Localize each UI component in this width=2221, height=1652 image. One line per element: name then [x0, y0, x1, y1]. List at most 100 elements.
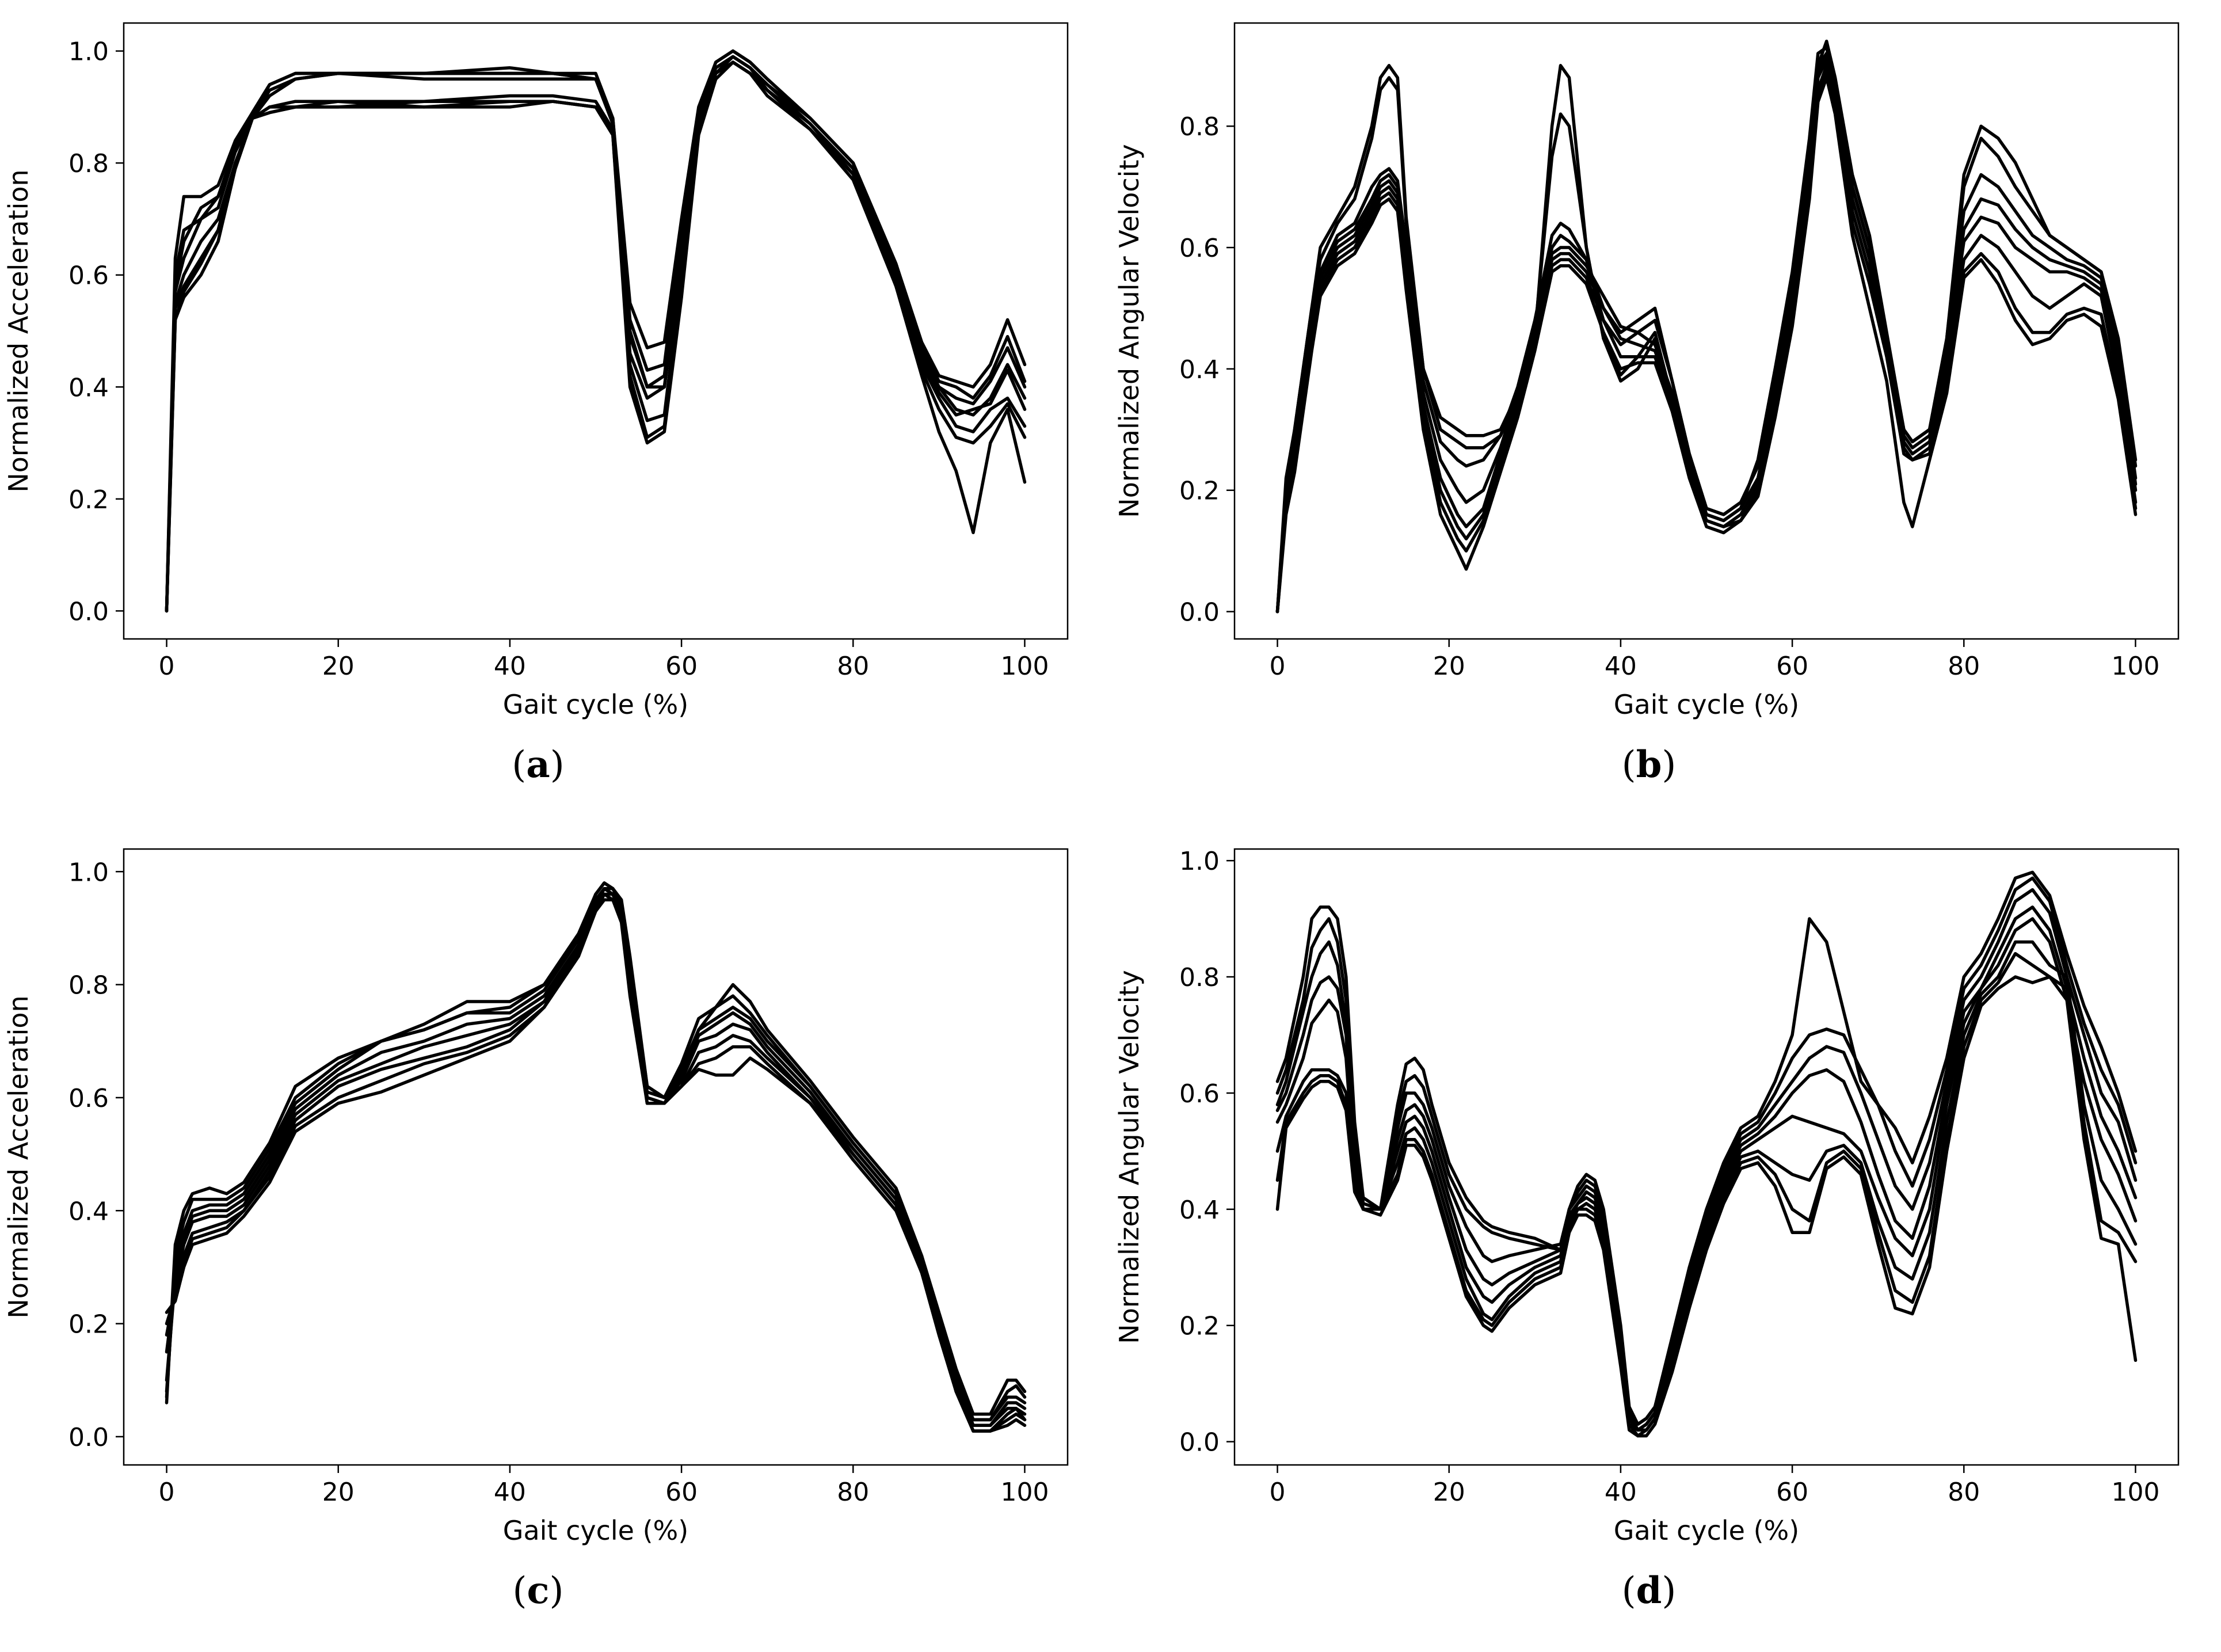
series-line-7 [1275, 951, 2138, 1438]
series-line-4 [165, 886, 1027, 1428]
y-axis-label: Normalized Acceleration [3, 995, 34, 1318]
panel-d: 0 20 40 60 80 100 0.0 0.2 0.4 0.6 0.8 1.0 Gait cycle… [1111, 826, 2221, 1652]
x-axis-label: Gait cycle (%) [1614, 689, 1799, 720]
panel-label-letter: c [527, 1569, 550, 1612]
chart-a: 0 20 40 60 80 100 0.0 0.2 0.4 0.6 0.8 1.0 Gait cycle… [3, 22, 1069, 786]
series-group [1275, 870, 2138, 1438]
panel-label-letter: b [1636, 743, 1662, 786]
series-line-4 [1275, 51, 2138, 614]
x-tick-label: 0 [159, 652, 175, 681]
axes-frame [123, 848, 1069, 1466]
y-tick-label: 0.2 [1179, 1312, 1220, 1341]
series-line-8 [165, 60, 1027, 613]
y-tick-label: 0.4 [68, 373, 109, 402]
x-axis-label: Gait cycle (%) [1614, 1515, 1799, 1546]
y-tick-label: 0.6 [68, 261, 109, 291]
panel-label: (b) [1622, 743, 1677, 786]
y-tick-label: 0.4 [1179, 1196, 1220, 1225]
axes-frame [1233, 22, 2180, 640]
panel-a: 0 20 40 60 80 100 0.0 0.2 0.4 0.6 0.8 1.0 Gait cycle… [0, 0, 1111, 826]
series-line-5 [1275, 917, 2138, 1432]
y-tick-label: 0.2 [1179, 477, 1220, 506]
panel-b: 0 20 40 60 80 100 0.0 0.2 0.4 0.6 0.8 Gait cycle (%… [1111, 0, 2221, 826]
series-line-1 [165, 881, 1027, 1416]
x-tick-label: 80 [1948, 652, 1980, 681]
y-tick-label: 0.8 [68, 971, 109, 1000]
x-tick-label: 40 [1605, 652, 1637, 681]
y-tick-label: 0.0 [68, 597, 109, 626]
series-line-6 [165, 60, 1027, 613]
y-tick-label: 0.0 [68, 1423, 109, 1452]
series-line-8 [165, 898, 1027, 1433]
x-tick-label: 80 [837, 652, 869, 681]
panel-label-letter: d [1636, 1569, 1662, 1612]
x-tick-label: 100 [2111, 1478, 2159, 1507]
series-line-3 [165, 55, 1027, 613]
series-line-4 [1275, 905, 2138, 1432]
y-tick-label: 0.6 [1179, 234, 1220, 263]
x-tick-label: 0 [1270, 652, 1286, 681]
x-tick-label: 100 [2111, 652, 2159, 681]
x-tick-label: 60 [1776, 652, 1808, 681]
y-tick-label: 0.8 [68, 149, 109, 178]
chart-d: 0 20 40 60 80 100 0.0 0.2 0.4 0.6 0.8 1.0 Gait cycle… [1114, 847, 2180, 1612]
x-tick-label: 60 [665, 1478, 698, 1507]
series-line-7 [165, 892, 1027, 1433]
y-tick-label: 0.6 [68, 1084, 109, 1113]
y-tick-label: 0.2 [68, 485, 109, 515]
y-tick-label: 0.6 [1179, 1079, 1220, 1109]
y-tick-label: 0.2 [68, 1310, 109, 1339]
y-axis-label: Normalized Acceleration [3, 169, 34, 492]
series-line-3 [165, 886, 1027, 1422]
panel-c: 0 20 40 60 80 100 0.0 0.2 0.4 0.6 0.8 1.0 Gait cycle… [0, 826, 1111, 1652]
series-line-5 [165, 886, 1027, 1428]
y-tick-label: 0.4 [1179, 355, 1220, 385]
series-line-6 [165, 892, 1027, 1433]
chart-c: 0 20 40 60 80 100 0.0 0.2 0.4 0.6 0.8 1.0 Gait cycle… [3, 848, 1069, 1612]
axes-frame [123, 22, 1069, 640]
x-tick-label: 20 [322, 1478, 355, 1507]
y-tick-label: 0.0 [1179, 598, 1220, 627]
y-tick-label: 0.4 [68, 1197, 109, 1226]
x-axis-label: Gait cycle (%) [503, 1515, 688, 1546]
y-axis-label: Normalized Angular Velocity [1114, 144, 1145, 517]
series-line-4 [165, 55, 1027, 613]
y-tick-label: 0.8 [1179, 112, 1220, 142]
x-tick-label: 20 [1433, 652, 1465, 681]
series-line-5 [165, 55, 1027, 613]
y-axis-label: Normalized Angular Velocity [1114, 970, 1145, 1343]
series-group [165, 881, 1027, 1433]
x-tick-label: 100 [1000, 652, 1049, 681]
y-tick-label: 1.0 [1179, 847, 1220, 876]
panel-label: (c) [513, 1569, 564, 1612]
chart-b: 0 20 40 60 80 100 0.0 0.2 0.4 0.6 0.8 Gait cycle (%… [1114, 22, 2180, 786]
panel-label-letter: a [526, 743, 550, 786]
x-axis-label: Gait cycle (%) [503, 689, 688, 720]
series-line-8 [1275, 76, 2138, 614]
series-line-5 [1275, 58, 2138, 614]
y-tick-label: 1.0 [68, 858, 109, 887]
x-tick-label: 100 [1000, 1478, 1049, 1507]
y-tick-label: 1.0 [68, 37, 109, 67]
series-line-2 [165, 881, 1027, 1422]
x-tick-label: 40 [494, 1478, 526, 1507]
x-tick-label: 60 [665, 652, 698, 681]
y-tick-label: 0.0 [1179, 1428, 1220, 1457]
y-tick-label: 0.8 [1179, 963, 1220, 992]
series-group [165, 49, 1027, 613]
axes-frame [1233, 848, 2180, 1466]
x-tick-label: 20 [1433, 1478, 1465, 1507]
x-tick-label: 40 [1605, 1478, 1637, 1507]
series-line-6 [1275, 64, 2138, 614]
series-group [1275, 39, 2138, 614]
x-tick-label: 40 [494, 652, 526, 681]
series-line-8 [1275, 975, 2138, 1438]
series-line-2 [165, 49, 1027, 613]
x-tick-label: 20 [322, 652, 355, 681]
x-tick-label: 60 [1776, 1478, 1808, 1507]
x-tick-label: 80 [1948, 1478, 1980, 1507]
series-line-1 [165, 49, 1027, 613]
x-tick-label: 0 [1270, 1478, 1286, 1507]
series-line-7 [165, 60, 1027, 613]
